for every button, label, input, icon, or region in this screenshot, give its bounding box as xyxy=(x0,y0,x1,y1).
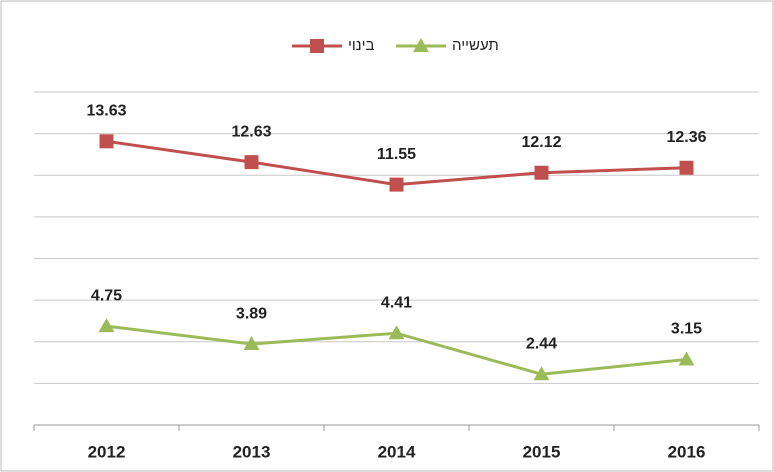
marker xyxy=(678,351,695,366)
marker xyxy=(533,366,550,381)
marker xyxy=(679,160,694,175)
data-label: 4.41 xyxy=(381,294,412,311)
data-label: 2.44 xyxy=(526,335,557,352)
data-label: 12.63 xyxy=(231,123,271,140)
x-tick-label: 2015 xyxy=(523,442,561,461)
marker xyxy=(244,155,259,170)
x-tick-label: 2013 xyxy=(233,442,271,461)
data-label: 3.89 xyxy=(236,305,267,322)
x-tick-label: 2016 xyxy=(668,442,706,461)
marker xyxy=(98,318,115,333)
legend-label: תעשייה xyxy=(452,37,499,54)
marker xyxy=(99,134,114,149)
x-tick-label: 2012 xyxy=(88,442,126,461)
marker xyxy=(388,325,405,340)
data-label: 4.75 xyxy=(91,287,122,304)
marker xyxy=(534,165,549,180)
marker xyxy=(389,177,404,192)
x-tick-label: 2014 xyxy=(378,442,416,461)
data-label: 13.63 xyxy=(86,103,126,120)
marker xyxy=(243,336,260,351)
data-label: 3.15 xyxy=(671,321,702,338)
data-label: 12.12 xyxy=(521,134,561,151)
data-label: 12.36 xyxy=(666,129,706,146)
marker xyxy=(310,39,324,53)
legend-label: בינוי xyxy=(348,37,375,54)
data-label: 11.55 xyxy=(377,146,416,163)
marker xyxy=(413,38,429,52)
